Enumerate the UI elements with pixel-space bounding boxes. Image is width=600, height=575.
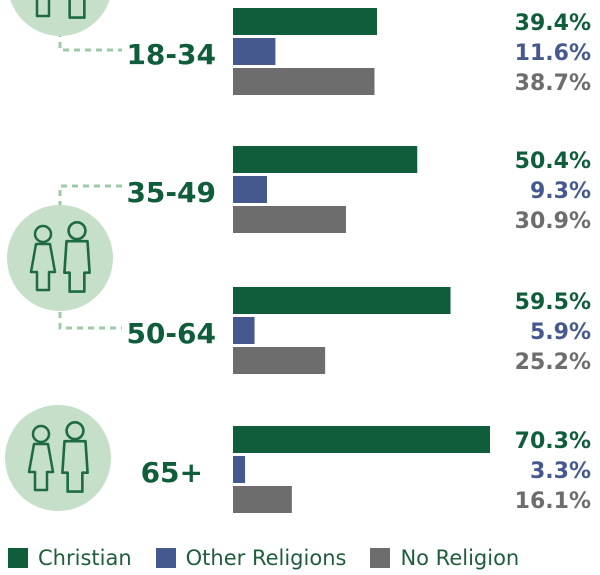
legend-swatch-other [155,548,176,568]
value-label-35-49-1: 9.3% [530,179,591,204]
middle-aged-couple-icon-man-body [63,239,91,293]
category-label-35-49: 35-49 [126,176,216,209]
young-couple-icon-man-body [64,0,90,19]
value-label-35-49-2: 30.9% [515,209,591,234]
legend: Christian Other Religions No Religion [8,545,543,571]
bar-18-34-2 [233,68,375,95]
bar-35-49-2 [233,206,346,233]
value-label-65+-0: 70.3% [515,429,591,454]
value-label-50-64-2: 25.2% [515,350,591,375]
bar-50-64-0 [233,287,451,314]
value-label-50-64-0: 59.5% [515,290,591,315]
legend-label-none: No Religion [400,546,520,570]
legend-item-christian: Christian [8,546,132,570]
category-label-65+: 65+ [141,456,203,489]
category-label-18-34: 18-34 [126,38,216,71]
bar-50-64-1 [233,317,255,344]
older-couple-icon [5,405,111,511]
older-couple-icon-woman [27,424,55,492]
middle-aged-couple-icon-circle [7,205,113,311]
middle-aged-couple-icon-woman-body [29,242,57,292]
bar-65+-2 [233,486,292,513]
young-couple-icon-woman [35,0,51,18]
value-label-18-34-2: 38.7% [515,71,591,96]
legend-label-other: Other Religions [185,546,347,570]
chart-decoration [5,0,122,511]
value-label-35-49-0: 50.4% [515,149,591,174]
young-couple-icon-woman-body [35,0,51,18]
connector-50-64 [58,312,122,330]
legend-item-none: No Religion [370,546,519,570]
bar-35-49-1 [233,176,267,203]
older-couple-icon-man-head [65,420,85,441]
legend-item-other: Other Religions [155,546,347,570]
older-couple-icon-man-body [61,439,89,493]
legend-label-christian: Christian [38,546,132,570]
middle-aged-couple-icon [7,205,113,311]
middle-aged-couple-icon-man-head [67,220,87,241]
value-label-65+-2: 16.1% [515,489,591,514]
bar-35-49-0 [233,146,418,173]
older-couple-icon-circle [5,405,111,511]
legend-swatch-none [370,548,391,568]
bar-65+-0 [233,426,490,453]
bar-18-34-0 [233,8,378,35]
value-label-18-34-0: 39.4% [515,11,591,36]
older-couple-icon-woman-head [31,424,51,444]
bar-18-34-1 [233,38,276,65]
older-couple-icon-man [61,420,89,493]
bar-50-64-2 [233,347,326,374]
middle-aged-couple-icon-woman [29,224,57,292]
young-couple-icon-circle [10,0,110,36]
young-couple-icon [10,0,110,36]
value-label-65+-1: 3.3% [530,459,591,484]
legend-swatch-christian [8,548,28,568]
middle-aged-couple-icon-woman-head [33,224,53,244]
value-label-50-64-1: 5.9% [530,320,591,345]
category-label-50-64: 50-64 [126,317,216,350]
connector-18-34 [58,20,122,52]
label-layer: 18-34 39.4% 11.6% 38.7% 35-49 50.4% 9.3% 30.9% 5… [126,11,591,514]
middle-aged-couple-icon-man [63,220,91,293]
bar-layer [233,8,490,513]
value-label-18-34-1: 11.6% [515,41,591,66]
older-couple-icon-woman-body [27,442,55,492]
bar-65+-1 [233,456,246,483]
young-couple-icon-man [64,0,90,19]
